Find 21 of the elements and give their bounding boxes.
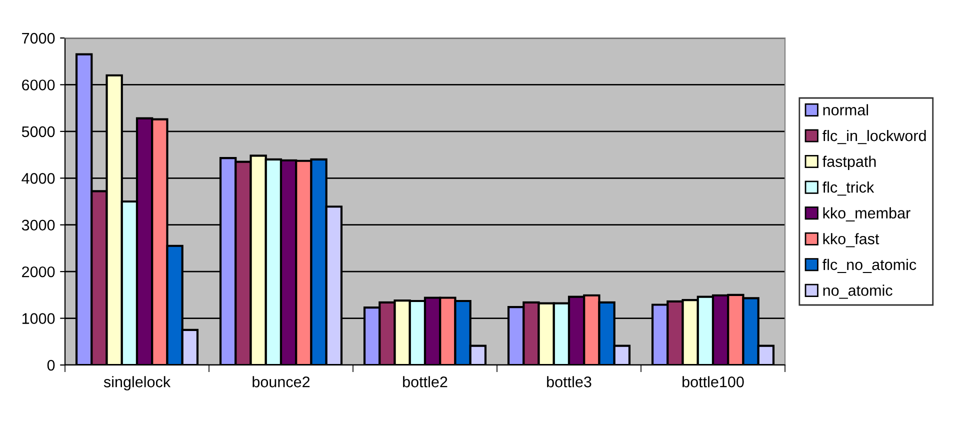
x-tick-label: bottle100 xyxy=(682,376,744,388)
legend-label: kko_fast xyxy=(823,233,880,248)
y-tick-label: 1000 xyxy=(22,313,55,324)
legend-label: fastpath xyxy=(822,156,876,170)
y-tick-label: 7000 xyxy=(22,32,55,44)
legend-label: flc_in_lockword xyxy=(822,130,926,144)
y-tick-label: 0 xyxy=(47,360,55,371)
y-tick-label: 4000 xyxy=(22,173,55,184)
y-tick-label: 6000 xyxy=(22,80,55,90)
legend-label: flc_trick xyxy=(822,182,874,196)
y-tick-label: 3000 xyxy=(22,220,55,231)
x-tick-label: singlelock xyxy=(104,376,171,390)
legend-label: flc_no_atomic xyxy=(822,258,916,273)
y-tick-label: 5000 xyxy=(22,126,55,138)
y-tick-label: 2000 xyxy=(22,266,55,278)
legend-label: kko_membar xyxy=(823,207,910,222)
legend-label: normal xyxy=(823,104,868,116)
x-tick-label: bottle2 xyxy=(403,376,448,388)
legend-label: no_atomic xyxy=(823,284,892,299)
x-tick-label: bounce2 xyxy=(252,376,310,388)
x-tick-label: bottle3 xyxy=(547,376,592,388)
